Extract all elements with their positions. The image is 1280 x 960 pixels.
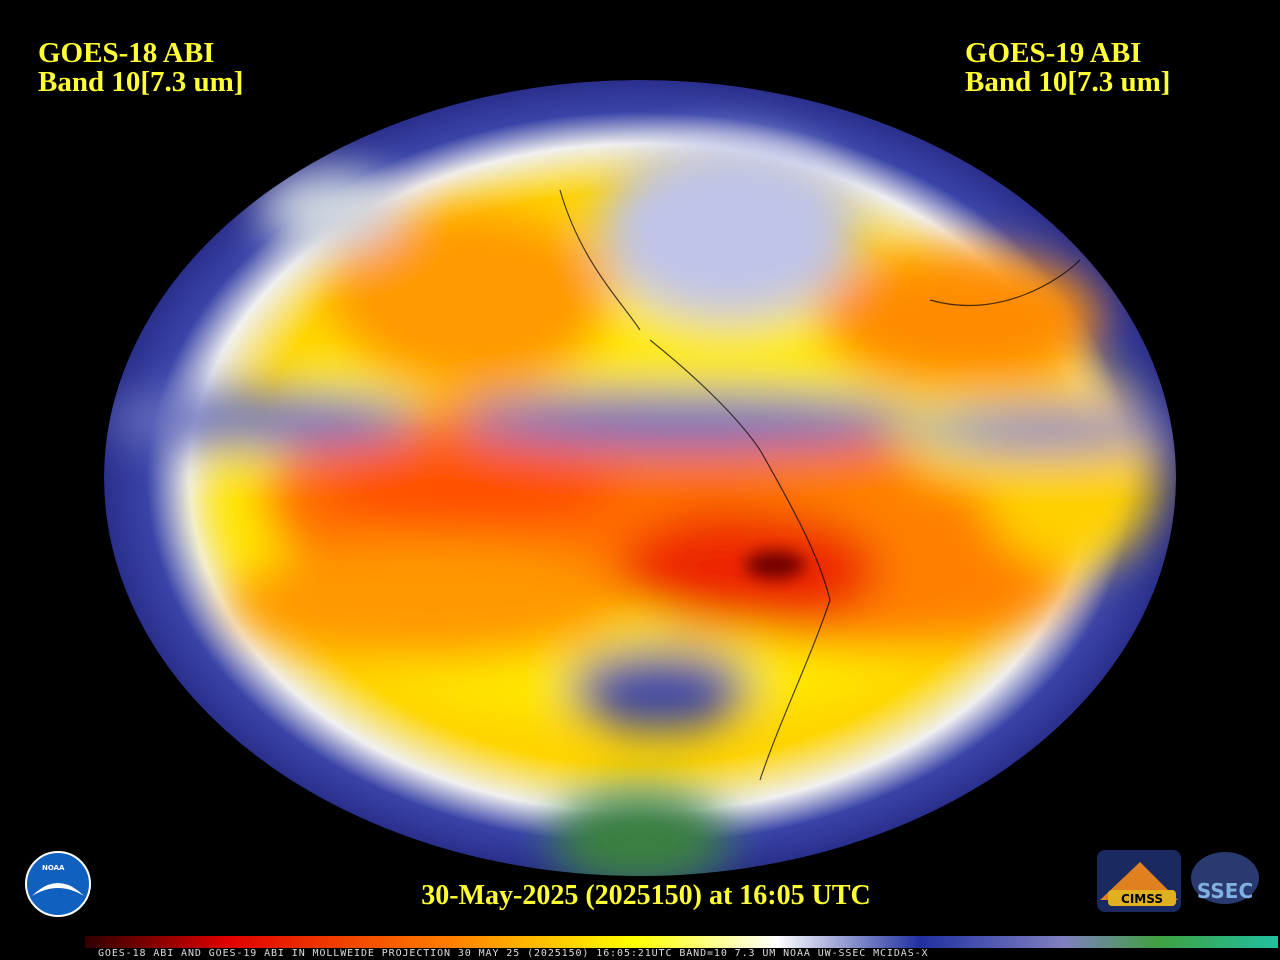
noaa-logo: NOAA	[25, 851, 91, 917]
footer-caption: GOES-18 ABI AND GOES-19 ABI IN MOLLWEIDE…	[98, 948, 928, 959]
ssec-text: SSEC	[1197, 879, 1253, 903]
cimss-logo: CIMSS	[1097, 850, 1181, 912]
left-title-line2: Band 10[7.3 um]	[38, 66, 243, 98]
ssec-logo: SSEC	[1191, 852, 1259, 904]
left-title-line1: GOES-18 ABI	[38, 37, 214, 69]
noaa-text: NOAA	[42, 864, 65, 872]
right-title-line1: GOES-19 ABI	[965, 37, 1141, 69]
globe	[104, 80, 1176, 876]
cimss-text: CIMSS	[1121, 892, 1163, 906]
right-title-line2: Band 10[7.3 um]	[965, 66, 1170, 98]
timestamp: 30-May-2025 (2025150) at 16:05 UTC	[421, 880, 871, 911]
color-bar	[85, 936, 1278, 948]
